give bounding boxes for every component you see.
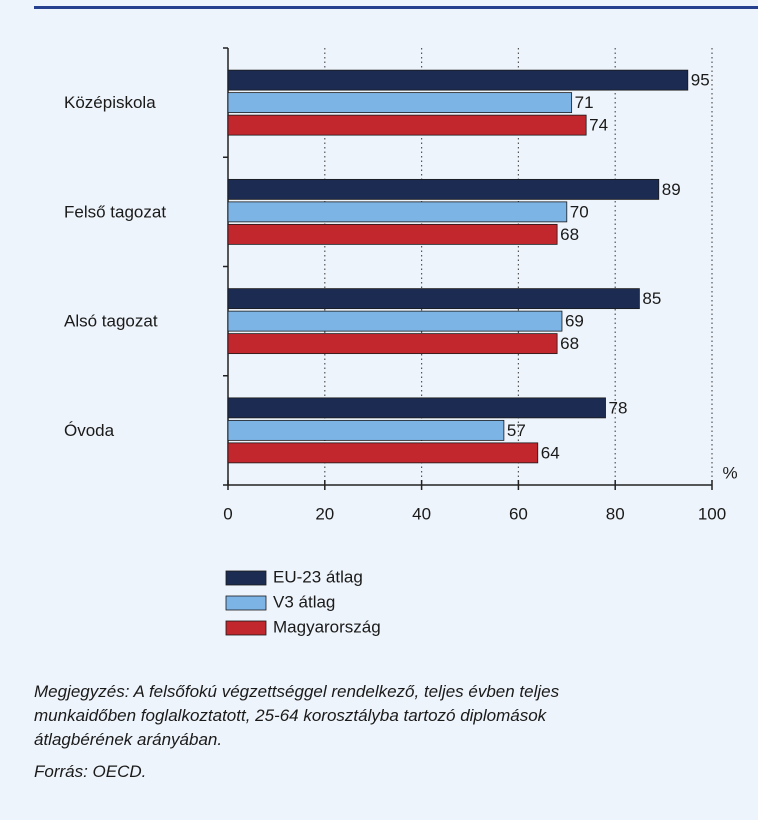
value-label: 69 — [565, 312, 584, 331]
legend-swatch — [225, 620, 267, 636]
bar — [227, 442, 539, 464]
x-tick-label: 20 — [315, 504, 334, 523]
bar — [227, 92, 573, 114]
note-line: munkaidőben foglalkoztatott, 25-64 koros… — [34, 706, 547, 725]
value-label: 71 — [575, 93, 594, 112]
source: Forrás: OECD. — [34, 762, 147, 781]
value-label: 68 — [560, 225, 579, 244]
legend-label: V3 átlag — [273, 592, 335, 611]
value-label: 70 — [570, 202, 589, 221]
chart: 0 20 40 60 80 100% Középiskola 95 71 74 Felső tago… — [64, 47, 738, 636]
x-unit-label: % — [722, 463, 737, 482]
x-tick-label: 100 — [698, 504, 726, 523]
legend-swatch — [225, 570, 267, 586]
value-label: 85 — [642, 289, 661, 308]
y-tick-label: Óvoda — [64, 421, 115, 440]
value-label: 64 — [541, 443, 560, 462]
value-label: 57 — [507, 421, 526, 440]
x-tick-label: 80 — [606, 504, 625, 523]
value-label: 89 — [662, 180, 681, 199]
x-tick-label: 40 — [412, 504, 431, 523]
note-line: Megjegyzés: A felsőfokú végzettséggel re… — [34, 682, 560, 701]
bar — [227, 178, 660, 200]
bar — [227, 397, 606, 419]
x-tick-label: 60 — [509, 504, 528, 523]
bar — [227, 310, 563, 332]
value-label: 74 — [589, 116, 608, 135]
bar — [227, 114, 587, 136]
bar — [227, 201, 568, 223]
legend-label: EU-23 átlag — [273, 567, 363, 586]
y-tick-label: Felső tagozat — [64, 202, 166, 221]
bar — [227, 223, 558, 245]
bar — [227, 333, 558, 355]
note-line: átlagbérének arányában. — [34, 730, 223, 749]
bar — [227, 419, 505, 441]
y-tick-label: Középiskola — [64, 93, 156, 112]
top-rule — [34, 6, 758, 9]
value-label: 78 — [609, 398, 628, 417]
x-tick-label: 0 — [223, 504, 232, 523]
value-label: 68 — [560, 334, 579, 353]
value-label: 95 — [691, 71, 710, 90]
legend-label: Magyarország — [273, 617, 381, 636]
bar — [227, 288, 640, 310]
legend-swatch — [225, 595, 267, 611]
y-tick-label: Alsó tagozat — [64, 312, 158, 331]
bar — [227, 69, 689, 91]
